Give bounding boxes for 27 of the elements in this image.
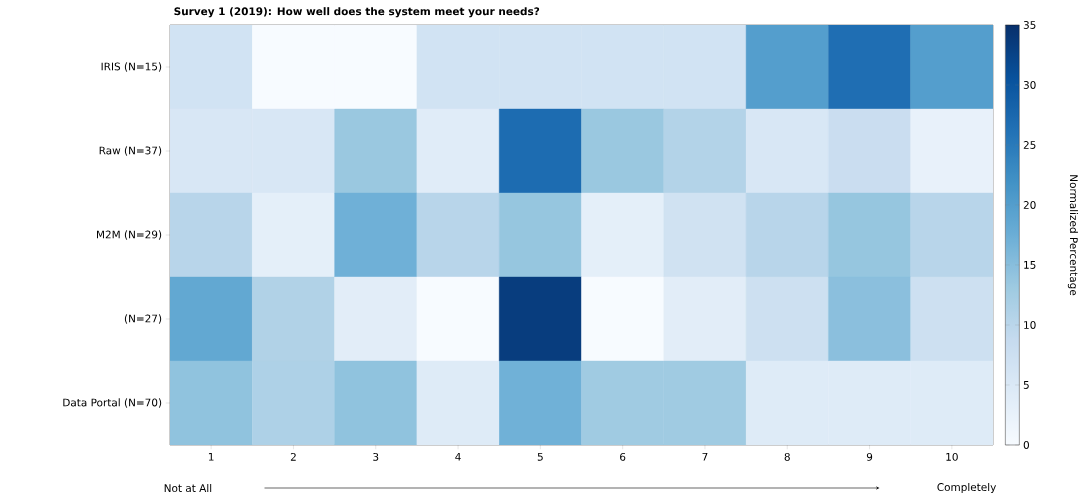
- color-bar-label: 10: [1024, 321, 1036, 329]
- text: Completely: [937, 482, 997, 494]
- color-bar-label: 35: [1023, 21, 1036, 29]
- x-tick-label: 1: [208, 452, 214, 461]
- color-bar-label: 0: [1023, 441, 1029, 449]
- x-tick-label: 5: [537, 452, 543, 461]
- x-tick-label: 4: [455, 452, 461, 461]
- y-tick-label: IRIS (N=15): [101, 62, 162, 72]
- y-tick-label: Data Portal (N=70): [63, 398, 162, 408]
- color-bar-label: 15: [1024, 261, 1036, 269]
- color-bar-label: 5: [1023, 381, 1029, 389]
- x-tick-label: 2: [290, 452, 296, 461]
- chart-title: Survey 1 (2019): How well does the system meet your needs?: [174, 7, 540, 18]
- color-bar-label: 20: [1023, 201, 1036, 209]
- x-tick-label: 3: [373, 452, 379, 461]
- color-bar-label: 30: [1023, 81, 1036, 89]
- x-tick-label: 10: [946, 452, 958, 461]
- color-bar-title: Normalized Percentage: [1067, 175, 1078, 296]
- y-tick-label: M2M (N=29): [97, 230, 162, 240]
- y-tick-label: Raw (N=37): [99, 146, 162, 156]
- color-bar-label: 25: [1023, 141, 1036, 149]
- x-tick-label: 7: [702, 452, 708, 461]
- y-tick-label: (N=27): [124, 314, 162, 324]
- x-tick-label: 9: [866, 452, 873, 461]
- x-tick-label: 8: [784, 452, 790, 461]
- text: Not at All: [164, 483, 212, 493]
- x-tick-label: 6: [620, 452, 626, 461]
